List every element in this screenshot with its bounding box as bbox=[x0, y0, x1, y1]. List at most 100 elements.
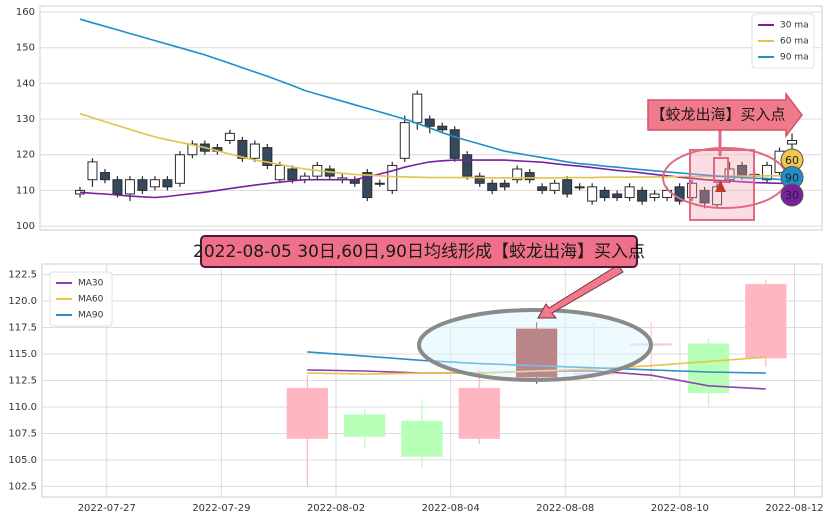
candle-body bbox=[287, 168, 298, 181]
candle-body bbox=[344, 414, 386, 437]
legend-label: MA30 bbox=[78, 279, 104, 289]
ma-line bbox=[79, 18, 793, 181]
banner-arrow bbox=[537, 264, 624, 319]
candle-body bbox=[87, 161, 98, 181]
candle-body bbox=[587, 186, 598, 202]
candle-body bbox=[149, 179, 160, 188]
y-tick-label: 107.5 bbox=[8, 428, 37, 439]
candle-body bbox=[449, 129, 460, 159]
x-tick-label: 2022-07-27 bbox=[78, 503, 136, 514]
candle-body bbox=[549, 182, 560, 191]
candle-body bbox=[99, 172, 110, 181]
x-tick-label: 2022-08-04 bbox=[422, 503, 480, 514]
candle-body bbox=[249, 143, 260, 159]
candle-body bbox=[412, 93, 423, 124]
y-tick-label: 112.5 bbox=[8, 376, 37, 387]
y-tick-label: 120 bbox=[16, 150, 35, 161]
ma-badge bbox=[780, 183, 804, 207]
x-tick-label: 2022-08-12 bbox=[765, 503, 823, 514]
candle-body bbox=[687, 343, 730, 394]
candle-body bbox=[649, 193, 660, 199]
candle-body bbox=[687, 182, 698, 199]
candle-body bbox=[599, 189, 610, 199]
candle-body bbox=[112, 179, 123, 195]
candle-body bbox=[474, 175, 485, 184]
candle-body bbox=[437, 125, 448, 131]
candle-body bbox=[624, 186, 635, 199]
ma-line bbox=[307, 356, 766, 375]
candle-body bbox=[674, 186, 685, 202]
legend-label: MA90 bbox=[78, 311, 104, 321]
legend-box bbox=[49, 271, 113, 327]
x-tick-label: 2022-07-29 bbox=[192, 503, 250, 514]
candle-body bbox=[745, 284, 787, 359]
y-tick-label: 122.5 bbox=[8, 270, 37, 281]
candle-body bbox=[374, 182, 385, 185]
candle-body bbox=[162, 179, 173, 188]
y-tick-label: 120.0 bbox=[8, 296, 37, 307]
y-tick-label: 105.0 bbox=[8, 455, 37, 466]
candle-body bbox=[399, 122, 410, 159]
candle-body bbox=[487, 182, 498, 191]
candle-body bbox=[699, 189, 710, 204]
y-tick-label: 110 bbox=[16, 185, 35, 196]
candle-body bbox=[787, 139, 798, 145]
banner-box bbox=[200, 235, 638, 268]
candle-body bbox=[574, 186, 585, 189]
candle-body bbox=[724, 168, 735, 181]
candle-body bbox=[537, 186, 548, 191]
legend-label: 60 ma bbox=[780, 37, 809, 47]
y-tick-label: 160 bbox=[16, 7, 35, 18]
y-tick-label: 115.0 bbox=[8, 349, 37, 360]
candle-body bbox=[637, 189, 648, 202]
ma-badge-label: 90 bbox=[785, 172, 799, 185]
legend-label: 30 ma bbox=[780, 21, 809, 31]
candle-body bbox=[712, 186, 723, 206]
banner-text: 2022-08-05 30日,60日,90日均线形成【蛟龙出海】买入点 bbox=[193, 242, 645, 262]
candle-body bbox=[562, 179, 573, 195]
signal-marker bbox=[715, 180, 726, 192]
candle-body bbox=[262, 147, 273, 166]
y-tick-label: 102.5 bbox=[8, 481, 37, 492]
highlight-ellipse bbox=[417, 308, 653, 382]
candle-body bbox=[224, 132, 235, 141]
y-tick-label: 130 bbox=[16, 114, 35, 125]
candle-body bbox=[401, 420, 443, 457]
candle-body bbox=[137, 179, 148, 191]
candle-body bbox=[499, 182, 510, 188]
bottom-chart: 102.5 105.0 107.5 110.0 112.5 115.0 117.5 120.0… bbox=[8, 263, 824, 514]
ma-line bbox=[79, 112, 793, 179]
candle-body bbox=[174, 154, 185, 184]
ma-line bbox=[307, 351, 766, 374]
candle-body bbox=[286, 387, 328, 439]
candle-body bbox=[612, 193, 623, 199]
candle-body bbox=[387, 164, 398, 191]
y-tick-label: 100 bbox=[16, 221, 35, 232]
ma-badge-label: 30 bbox=[785, 189, 799, 202]
callout-arrow bbox=[647, 91, 803, 139]
candle-body bbox=[762, 164, 773, 181]
callout-text: 【蛟龙出海】买入点 bbox=[650, 106, 785, 124]
y-tick-label: 117.5 bbox=[8, 323, 37, 334]
x-tick-label: 2022-08-02 bbox=[307, 503, 365, 514]
candle-body bbox=[237, 139, 248, 159]
candle-body bbox=[462, 154, 473, 177]
y-tick-label: 150 bbox=[16, 43, 35, 54]
y-tick-label: 140 bbox=[16, 78, 35, 89]
candle-body bbox=[124, 179, 135, 195]
legend-label: MA60 bbox=[78, 295, 104, 305]
candle-body bbox=[362, 172, 373, 199]
x-tick-label: 2022-08-10 bbox=[651, 503, 709, 514]
y-tick-label: 110.0 bbox=[8, 402, 37, 413]
ma-badge-label: 60 bbox=[785, 154, 799, 167]
legend-label: 90 ma bbox=[780, 53, 809, 63]
candle-body bbox=[515, 328, 558, 378]
ma-badges: 60 90 30 bbox=[780, 148, 804, 207]
legend-box bbox=[751, 13, 815, 69]
x-tick-label: 2022-08-08 bbox=[536, 503, 594, 514]
candle-body bbox=[274, 164, 285, 181]
candle-body bbox=[524, 172, 535, 181]
bottom-highlight: 2022-08-05 30日,60日,90日均线形成【蛟龙出海】买入点 bbox=[193, 235, 653, 382]
candle-body bbox=[424, 118, 435, 127]
